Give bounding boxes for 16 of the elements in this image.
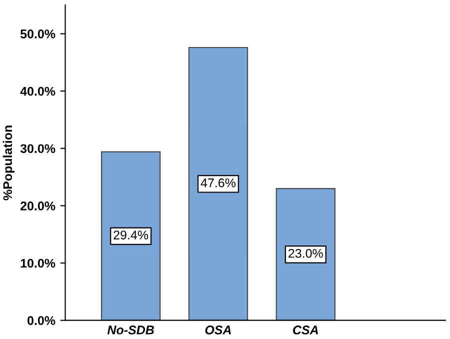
x-tick-label: CSA <box>293 326 318 334</box>
y-axis-title: %Population <box>2 126 15 200</box>
y-tick-label: 30.0% <box>20 144 56 154</box>
bar <box>188 46 248 320</box>
data-label: 29.4% <box>114 230 148 240</box>
y-tick-label: 40.0% <box>20 86 56 96</box>
bar <box>100 151 161 320</box>
x-tick-label: OSA <box>205 326 231 334</box>
y-tick-label: 20.0% <box>20 202 56 210</box>
data-label: 23.0% <box>288 248 323 258</box>
data-label: 47.6% <box>200 178 236 188</box>
y-tick-label: 10.0% <box>20 258 56 268</box>
x-tick-label: No-SDB <box>107 326 154 334</box>
y-tick-label: 50.0% <box>20 30 56 38</box>
bar <box>276 188 336 320</box>
y-tick-label: 0.0% <box>28 316 56 326</box>
